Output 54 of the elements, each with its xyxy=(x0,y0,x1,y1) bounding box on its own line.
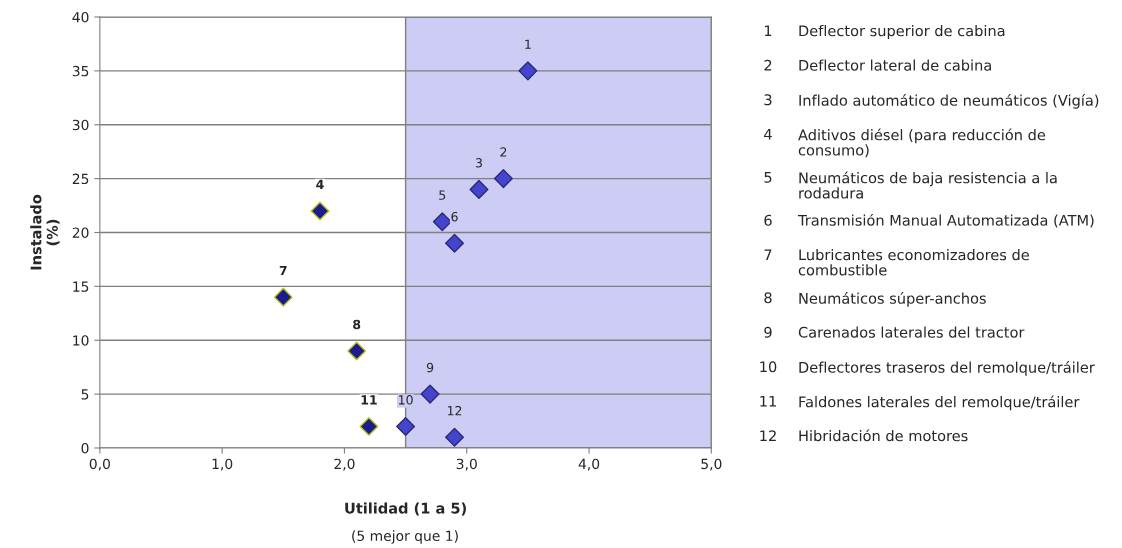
annotation: 11 xyxy=(361,395,377,405)
text: Transmisión Manual Automatizada (ATM) xyxy=(797,213,1094,228)
annotation: 12 xyxy=(447,405,462,416)
text: Neumáticos súper-anchos xyxy=(799,292,986,307)
x-tick-label: 1,0 xyxy=(212,458,233,471)
text: Lubricantes economizadores de combustible xyxy=(798,249,1029,276)
text: 3 xyxy=(764,94,772,106)
y-tick-label: 20 xyxy=(72,227,89,238)
text: Aditivos diésel (para reducción de consumo) xyxy=(798,128,1046,158)
y-tick-label: 15 xyxy=(73,281,89,292)
text: Deflector superior de cabina xyxy=(799,25,1005,40)
y-tick-label: 25 xyxy=(72,173,89,185)
text: 5 xyxy=(764,171,772,183)
y-tick-label: 30 xyxy=(72,119,89,131)
text: 9 xyxy=(764,326,772,338)
annotation: 8 xyxy=(353,319,361,330)
y-tick-label: 40 xyxy=(72,11,89,23)
annotation: 9 xyxy=(426,362,434,373)
text: 10 xyxy=(760,361,777,373)
text: Inflado automático de neumáticos (Vigía) xyxy=(799,94,1099,109)
text: Deflector lateral de cabina xyxy=(799,59,991,71)
text: 8 xyxy=(764,292,772,304)
text: Neumáticos de baja resistencia a la rodadura xyxy=(799,171,1057,199)
text: 6 xyxy=(764,214,772,226)
y-tick-label: 0 xyxy=(81,442,89,454)
text: Carenados laterales del tractor xyxy=(798,326,1025,338)
x-tick-label: 3,0 xyxy=(456,458,477,471)
x-tick-label: 0,0 xyxy=(89,458,110,471)
text: Faldones laterales del remolque/tráiler xyxy=(799,395,1080,411)
x-tick-label: 2,0 xyxy=(334,458,355,471)
y-tick-label: 10 xyxy=(73,335,89,346)
text: 12 xyxy=(760,430,776,442)
text: 4 xyxy=(764,128,772,140)
x-axis-title: Utilidad (1 a 5) xyxy=(345,502,466,516)
annotation: 7 xyxy=(279,265,287,276)
text: 7 xyxy=(764,249,772,261)
text: 11 xyxy=(760,395,776,407)
text: Deflectores traseros del remolque/tráiler xyxy=(799,361,1095,376)
annotation: 10 xyxy=(399,395,413,405)
annotation: 6 xyxy=(451,211,458,222)
annotation: 5 xyxy=(439,190,446,200)
text: 2 xyxy=(764,59,772,71)
annotation: 2 xyxy=(500,147,507,157)
y-tick-label: 35 xyxy=(72,65,89,77)
x-tick-label: 4,0 xyxy=(578,458,600,471)
text: 1 xyxy=(764,25,772,37)
y-tick-label: 5 xyxy=(81,389,89,400)
text: (5 mejor que 1) xyxy=(352,530,458,544)
annotation: 1 xyxy=(525,39,531,49)
annotation: 4 xyxy=(316,179,324,189)
x-tick-label: 5,0 xyxy=(701,458,722,471)
y-axis-title: Instalado (%) xyxy=(30,194,60,270)
annotation: 3 xyxy=(475,158,482,168)
text: Hibridación de motores xyxy=(799,429,968,442)
